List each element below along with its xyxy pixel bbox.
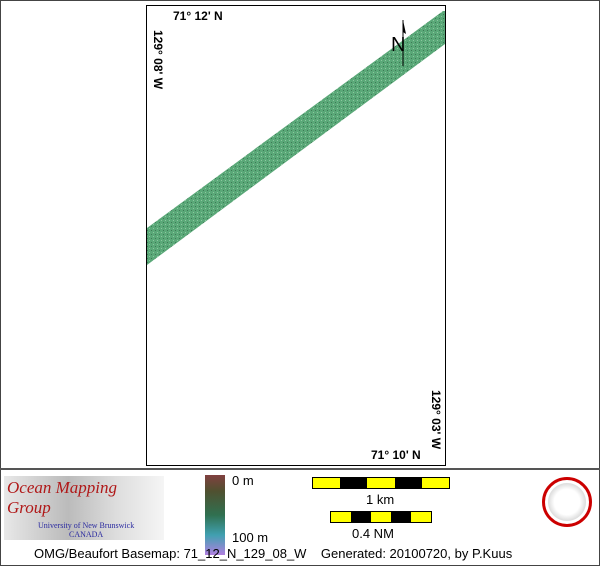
map-frame[interactable]: N 71° 12' N 71° 10' N 129° 08' W 129° 03… [146,5,446,466]
scale-bar-nm [330,511,432,523]
depth-top-label: 0 m [232,473,254,488]
org-subtitle: University of New Brunswick CANADA [38,521,134,539]
geodesy-geomatics-logo-icon [542,477,592,527]
org-title: Ocean Mapping Group [7,478,118,517]
lat-top-label: 71° 12' N [173,9,223,23]
bathymetry-swath [147,11,445,265]
lat-bottom-label: 71° 10' N [371,448,421,462]
north-arrow-icon [402,20,406,66]
scale-km-label: 1 km [366,492,395,507]
footer-caption: OMG/Beaufort Basemap: 71_12_N_129_08_W G… [34,546,513,561]
lon-right-label: 129° 03' W [429,390,443,450]
depth-colorbar [205,475,225,555]
scale-nm-label: 0.4 NM [352,526,394,541]
scale-bar-km [312,477,450,489]
depth-bottom-label: 100 m [232,530,269,545]
lon-left-label: 129° 08' W [151,30,165,90]
north-label: N [391,34,406,56]
org-country: CANADA [68,530,104,539]
omg-logo: Ocean Mapping Group University of New Br… [4,476,164,540]
org-university: University of New Brunswick [38,521,135,530]
divider [0,468,600,470]
